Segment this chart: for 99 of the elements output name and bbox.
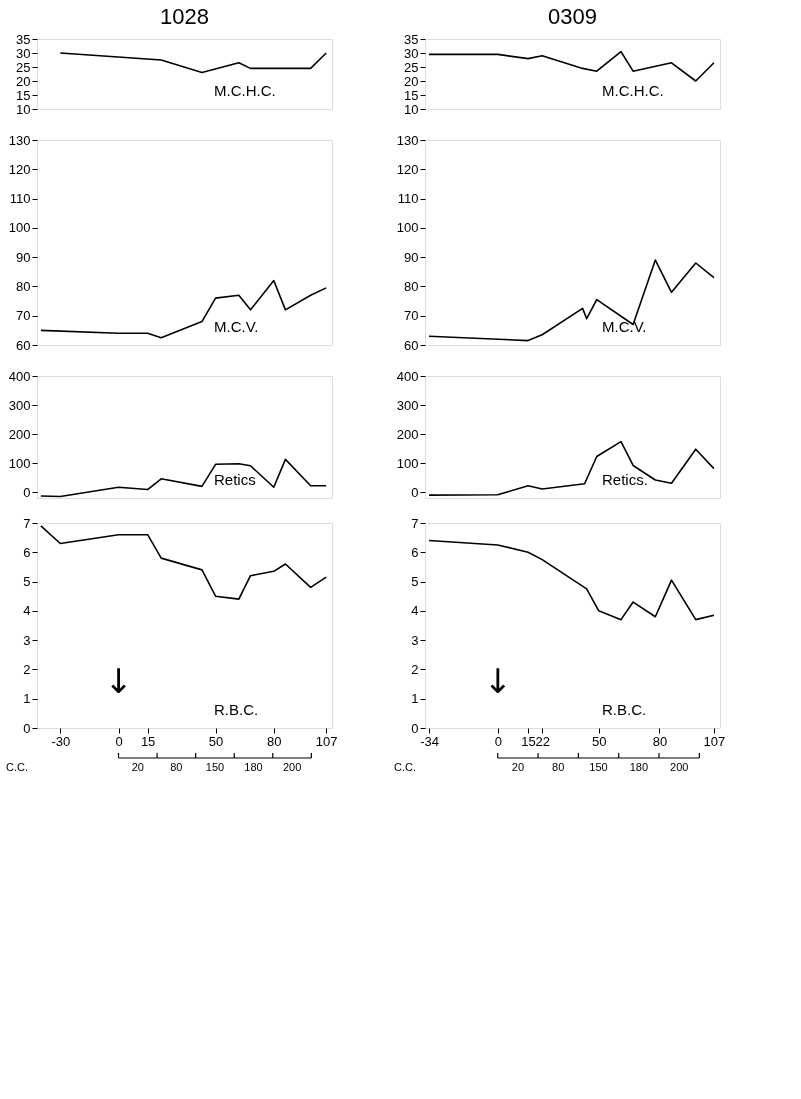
y-tick-label: 90 [404, 249, 419, 265]
annotation: R.B.C. [214, 701, 259, 718]
y-tick-label: 200 [8, 426, 31, 442]
annotation: ↓ [483, 661, 512, 701]
y-tick-label: 110 [9, 191, 31, 207]
y-tick-label: 30 [404, 45, 419, 61]
y-tick-label: 60 [404, 337, 419, 353]
y-tick-label: 200 [396, 426, 419, 442]
y-tick-label: 2 [411, 661, 419, 677]
line-series [59, 52, 327, 74]
x-tick-label: 0 [115, 733, 123, 749]
y-tick-label: 110 [397, 191, 419, 207]
text: 150 [205, 761, 225, 773]
text: 20 [131, 761, 144, 773]
y-tick-label: 70 [16, 308, 31, 324]
y-tick-label: 15 [16, 87, 31, 103]
y-tick-label: 10 [404, 101, 419, 117]
y-tick-label: 120 [396, 161, 419, 177]
text: C.C. [394, 761, 416, 773]
x-tick-label: 80 [267, 733, 282, 749]
chart-title: 1028 [160, 4, 209, 29]
x-tick-label: -30 [51, 733, 71, 749]
y-tick-label: 1 [411, 691, 419, 707]
y-tick-label: 0 [23, 720, 31, 736]
line-series [428, 539, 715, 621]
y-tick-label: 100 [8, 220, 31, 236]
annotation: M.C.H.C. [214, 82, 276, 99]
y-tick-label: 100 [396, 455, 419, 471]
annotation: ↓ [104, 661, 133, 701]
x-tick-label: 80 [652, 733, 668, 749]
y-tick-label: 0 [411, 484, 419, 500]
y-tick-label: 130 [396, 132, 419, 148]
y-tick-label: 25 [404, 59, 419, 75]
x-tick-label: 50 [208, 733, 224, 749]
x-tick-label: 107 [315, 733, 338, 749]
y-tick-label: 35 [16, 31, 31, 47]
x-tick-label: 0 [494, 733, 502, 749]
y-tick-label: 300 [396, 397, 419, 413]
y-tick-label: 6 [23, 544, 31, 560]
y-tick-label: 2 [23, 661, 31, 677]
y-tick-label: 5 [23, 574, 31, 590]
y-tick-label: 90 [16, 249, 31, 265]
y-tick-label: 60 [16, 337, 31, 353]
y-tick-label: 1 [23, 691, 31, 707]
y-tick-label: 4 [411, 603, 419, 619]
y-tick-label: 20 [404, 73, 419, 89]
text: 150 [589, 761, 608, 773]
y-tick-label: 35 [404, 31, 419, 47]
y-tick-label: 0 [411, 720, 419, 736]
line-series [40, 458, 327, 498]
y-tick-label: 3 [23, 632, 31, 648]
line-series [428, 440, 715, 496]
annotation: M.C.V. [214, 318, 259, 335]
annotation: R.B.C. [602, 701, 647, 718]
y-tick-label: 15 [404, 87, 419, 103]
x-tick-label: 50 [592, 733, 607, 749]
x-tick-label: 22 [535, 733, 550, 749]
x-tick-label: 15 [521, 733, 536, 749]
text: C.C. [6, 761, 28, 773]
annotation: Retics. [602, 471, 648, 488]
annotation: M.C.V. [602, 318, 647, 335]
line-series [40, 525, 327, 600]
y-tick-label: 130 [8, 132, 31, 148]
y-tick-label: 300 [8, 397, 31, 413]
annotation: M.C.H.C. [602, 82, 664, 99]
line-series [40, 279, 327, 339]
y-tick-label: 6 [411, 544, 419, 560]
text: 80 [170, 761, 183, 773]
y-tick-label: 10 [16, 101, 31, 117]
text: 80 [552, 761, 565, 773]
y-tick-label: 4 [23, 603, 31, 619]
y-tick-label: 7 [23, 515, 31, 531]
y-tick-label: 400 [8, 368, 31, 384]
y-tick-label: 400 [396, 368, 419, 384]
y-tick-label: 7 [411, 515, 419, 531]
y-tick-label: 30 [16, 45, 31, 61]
text: 20 [511, 761, 525, 773]
y-tick-label: 80 [16, 278, 31, 294]
text: 180 [629, 761, 649, 773]
y-tick-label: 20 [16, 73, 31, 89]
y-tick-label: 5 [411, 574, 419, 590]
annotation: Retics [214, 471, 256, 488]
text: 200 [282, 761, 302, 773]
y-tick-label: 3 [411, 632, 419, 648]
line-series [428, 259, 715, 342]
y-tick-label: 70 [404, 308, 419, 324]
x-tick-label: 107 [703, 733, 726, 749]
y-tick-label: 25 [16, 59, 31, 75]
y-tick-label: 0 [23, 484, 31, 500]
y-tick-label: 100 [396, 220, 419, 236]
text: 180 [244, 761, 263, 773]
text: 200 [670, 761, 689, 773]
x-tick-label: -34 [420, 733, 439, 749]
chart-title: 0309 [548, 4, 597, 29]
x-tick-label: 15 [140, 733, 156, 749]
y-tick-label: 80 [404, 278, 419, 294]
y-tick-label: 100 [8, 455, 31, 471]
y-tick-label: 120 [8, 161, 31, 177]
line-series [428, 50, 715, 82]
